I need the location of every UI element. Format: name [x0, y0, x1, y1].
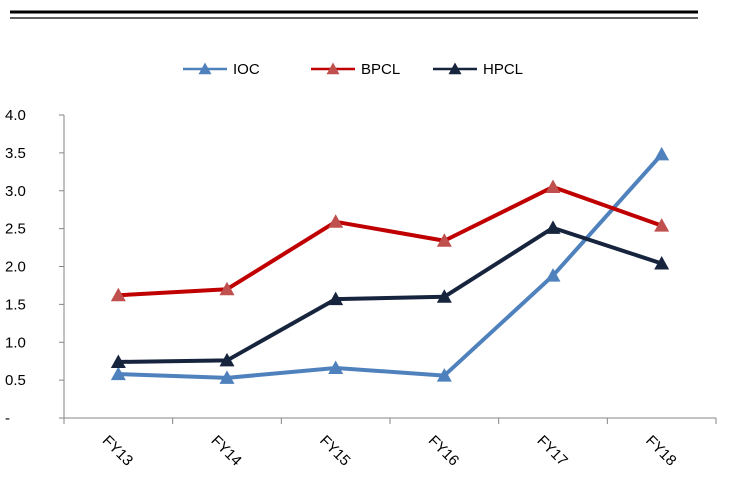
legend-item-bpcl: BPCL	[311, 61, 400, 78]
x-tick-label: FY13	[99, 432, 136, 469]
legend-item-hpcl: HPCL	[433, 61, 523, 78]
y-tick-label: 0.5	[5, 372, 26, 389]
data-point-marker	[328, 291, 344, 306]
data-point-marker	[219, 352, 235, 367]
data-point-marker	[219, 370, 235, 384]
series-line	[118, 184, 663, 298]
y-tick-label: 1.5	[5, 296, 26, 313]
data-point-marker	[436, 289, 452, 303]
legend-item-ioc: IOC	[183, 61, 260, 78]
x-tick-label: FY16	[425, 432, 462, 469]
y-tick-label: 4.0	[5, 107, 26, 124]
data-point-marker	[328, 214, 344, 228]
data-point-marker	[436, 233, 452, 247]
data-point-marker	[654, 255, 670, 270]
data-point-marker	[654, 146, 670, 161]
legend-label: IOC	[233, 61, 260, 78]
x-tick-label: FY14	[207, 432, 244, 469]
legend: IOC BPCL HPCL	[183, 61, 523, 78]
x-tick-label: FY18	[642, 432, 679, 469]
y-axis: - 0.5 1.0 1.5 2.0 2.5 3.0 3.5 4.0	[5, 107, 65, 427]
data-point-marker	[110, 287, 126, 302]
legend-label: BPCL	[361, 61, 400, 78]
legend-swatch-marker	[326, 62, 340, 75]
data-point-marker	[219, 281, 235, 296]
x-axis: FY13 FY14 FY15 FY16 FY17 FY18	[63, 417, 717, 470]
y-tick-label: -	[5, 410, 10, 427]
data-point-marker	[110, 354, 126, 368]
y-tick-label: 3.5	[5, 145, 26, 162]
y-tick-label: 1.0	[5, 334, 26, 351]
y-tick-label: 2.0	[5, 259, 26, 276]
series-hpcl	[110, 220, 670, 368]
legend-swatch-marker	[448, 62, 462, 75]
x-tick-label: FY15	[316, 432, 353, 469]
data-point-marker	[110, 366, 126, 381]
data-point-marker	[328, 360, 344, 375]
series-bpcl	[110, 179, 670, 302]
series-line	[118, 153, 664, 380]
series-line	[118, 225, 663, 364]
data-point-marker	[545, 268, 561, 282]
data-point-marker	[545, 179, 561, 193]
y-tick-label: 2.5	[5, 221, 26, 238]
x-tick-label: FY17	[533, 432, 570, 469]
y-tick-label: 3.0	[5, 183, 26, 200]
legend-label: HPCL	[483, 61, 523, 78]
data-point-marker	[654, 218, 670, 232]
legend-swatch-marker	[198, 62, 212, 75]
data-point-marker	[545, 220, 561, 234]
plot-area	[110, 146, 670, 384]
series-ioc	[110, 146, 670, 384]
data-point-marker	[436, 368, 452, 382]
